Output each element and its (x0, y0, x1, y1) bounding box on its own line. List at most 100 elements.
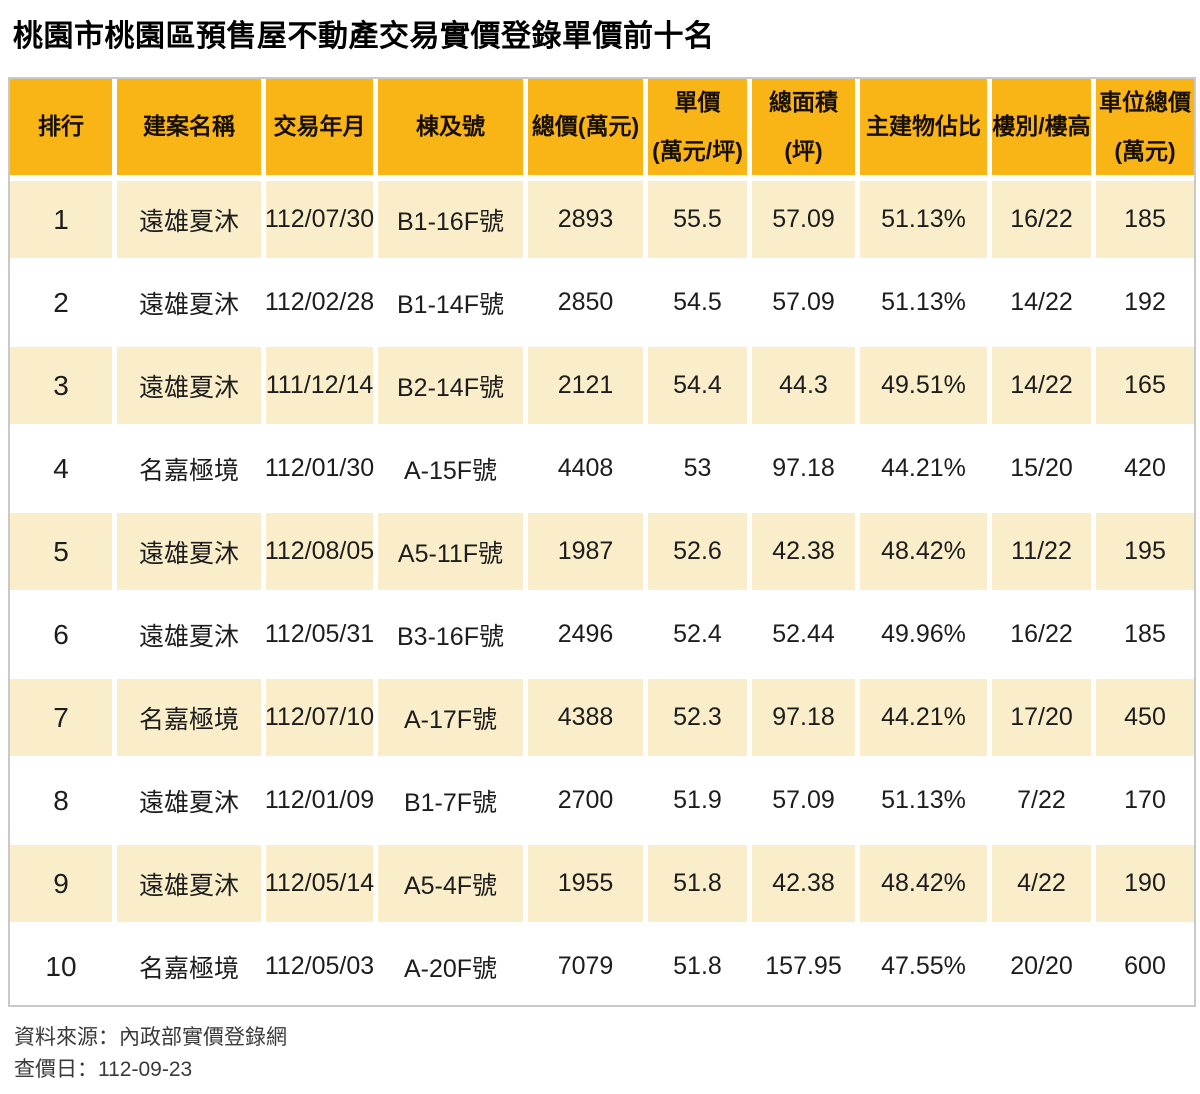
cell-row7-transaction-date: 112/07/10 (265, 679, 374, 756)
top10-price-table: 排行 建案名稱 交易年月 棟及號 總價(萬元) 單價 (萬元/坪) 總面積 (坪) 主建物佔比… (8, 77, 1196, 1007)
cell-row6-parking-total-price: 185 (1096, 596, 1194, 673)
column-header-unit-price: 單價 (萬元/坪) (648, 79, 747, 175)
cell-row9-floor-level: 4/22 (992, 845, 1091, 922)
cell-row2-main-building-ratio: 51.13% (860, 264, 987, 341)
cell-row4-unit-price: 53 (648, 430, 747, 507)
cell-row3-project-name: 遠雄夏沐 (117, 347, 261, 424)
cell-row4-parking-total-price: 420 (1096, 430, 1194, 507)
cell-row6-total-area: 52.44 (752, 596, 855, 673)
cell-row10-unit-price: 51.8 (648, 928, 747, 1005)
column-header-total-price: 總價(萬元) (528, 79, 643, 175)
cell-row8-project-name: 遠雄夏沐 (117, 762, 261, 839)
cell-row8-parking-total-price: 170 (1096, 762, 1194, 839)
cell-row2-total-area: 57.09 (752, 264, 855, 341)
cell-row8-floor-level: 7/22 (992, 762, 1091, 839)
cell-row4-project-name: 名嘉極境 (117, 430, 261, 507)
cell-row4-floor-level: 15/20 (992, 430, 1091, 507)
cell-row9-parking-total-price: 190 (1096, 845, 1194, 922)
cell-row4-rank: 4 (10, 430, 112, 507)
cell-row5-unit-price: 52.6 (648, 513, 747, 590)
cell-row8-transaction-date: 112/01/09 (265, 762, 374, 839)
cell-row10-rank: 10 (10, 928, 112, 1005)
cell-row4-main-building-ratio: 44.21% (860, 430, 987, 507)
cell-row1-floor-level: 16/22 (992, 181, 1091, 258)
cell-row2-floor-level: 14/22 (992, 264, 1091, 341)
cell-row8-unit-price: 51.9 (648, 762, 747, 839)
cell-row5-building-unit: A5-11F號 (378, 513, 523, 590)
cell-row1-total-area: 57.09 (752, 181, 855, 258)
cell-row8-total-price: 2700 (528, 762, 643, 839)
column-header-transaction-date: 交易年月 (266, 79, 373, 175)
page-title: 桃園市桃園區預售屋不動產交易實價登錄單價前十名 (13, 20, 715, 53)
cell-row5-transaction-date: 112/08/05 (265, 513, 374, 590)
cell-row6-building-unit: B3-16F號 (378, 596, 523, 673)
cell-row2-total-price: 2850 (528, 264, 643, 341)
cell-row3-floor-level: 14/22 (992, 347, 1091, 424)
cell-row5-project-name: 遠雄夏沐 (117, 513, 261, 590)
cell-row4-transaction-date: 112/01/30 (265, 430, 374, 507)
cell-row3-main-building-ratio: 49.51% (860, 347, 987, 424)
cell-row3-parking-total-price: 165 (1096, 347, 1194, 424)
cell-row1-parking-total-price: 185 (1096, 181, 1194, 258)
cell-row10-parking-total-price: 600 (1096, 928, 1194, 1005)
cell-row6-unit-price: 52.4 (648, 596, 747, 673)
column-header-building-unit: 棟及號 (378, 79, 523, 175)
cell-row5-total-area: 42.38 (752, 513, 855, 590)
cell-row5-parking-total-price: 195 (1096, 513, 1194, 590)
cell-row3-unit-price: 54.4 (648, 347, 747, 424)
cell-row9-project-name: 遠雄夏沐 (117, 845, 261, 922)
cell-row9-unit-price: 51.8 (648, 845, 747, 922)
cell-row3-transaction-date: 111/12/14 (266, 347, 373, 424)
cell-row2-transaction-date: 112/02/28 (265, 264, 374, 341)
cell-row10-total-area: 157.95 (752, 928, 855, 1005)
cell-row1-transaction-date: 112/07/30 (265, 181, 374, 258)
cell-row4-building-unit: A-15F號 (378, 430, 523, 507)
cell-row6-transaction-date: 112/05/31 (265, 596, 374, 673)
cell-row2-rank: 2 (10, 264, 112, 341)
cell-row9-rank: 9 (10, 845, 112, 922)
cell-row8-building-unit: B1-7F號 (378, 762, 523, 839)
cell-row3-total-price: 2121 (528, 347, 643, 424)
cell-row7-floor-level: 17/20 (992, 679, 1091, 756)
cell-row3-rank: 3 (10, 347, 112, 424)
cell-row2-project-name: 遠雄夏沐 (117, 264, 261, 341)
cell-row7-total-area: 97.18 (752, 679, 855, 756)
column-header-project-name: 建案名稱 (117, 79, 261, 175)
cell-row1-building-unit: B1-16F號 (378, 181, 523, 258)
cell-row2-parking-total-price: 192 (1096, 264, 1194, 341)
column-header-main-building-ratio: 主建物佔比 (860, 79, 987, 175)
cell-row10-transaction-date: 112/05/03 (265, 928, 374, 1005)
footer: 資料來源：內政部實價登錄網 查價日：112-09-23 (0, 1007, 1200, 1085)
cell-row2-building-unit: B1-14F號 (378, 264, 523, 341)
cell-row9-total-price: 1955 (528, 845, 643, 922)
cell-row6-project-name: 遠雄夏沐 (117, 596, 261, 673)
cell-row6-floor-level: 16/22 (992, 596, 1091, 673)
cell-row3-building-unit: B2-14F號 (378, 347, 523, 424)
cell-row6-rank: 6 (10, 596, 112, 673)
cell-row5-rank: 5 (10, 513, 112, 590)
column-header-floor-level: 樓別/樓高 (992, 79, 1091, 175)
column-header-total-area: 總面積 (坪) (752, 79, 855, 175)
cell-row1-total-price: 2893 (528, 181, 643, 258)
cell-row6-main-building-ratio: 49.96% (860, 596, 987, 673)
cell-row7-project-name: 名嘉極境 (117, 679, 261, 756)
cell-row7-parking-total-price: 450 (1096, 679, 1194, 756)
cell-row7-building-unit: A-17F號 (378, 679, 523, 756)
cell-row4-total-price: 4408 (528, 430, 643, 507)
cell-row9-transaction-date: 112/05/14 (265, 845, 374, 922)
cell-row1-main-building-ratio: 51.13% (860, 181, 987, 258)
cell-row1-project-name: 遠雄夏沐 (117, 181, 261, 258)
cell-row7-main-building-ratio: 44.21% (860, 679, 987, 756)
data-source-note: 資料來源：內政部實價登錄網 (14, 1026, 287, 1049)
cell-row9-building-unit: A5-4F號 (378, 845, 523, 922)
cell-row4-total-area: 97.18 (752, 430, 855, 507)
cell-row5-main-building-ratio: 48.42% (860, 513, 987, 590)
cell-row1-rank: 1 (10, 181, 112, 258)
cell-row5-total-price: 1987 (528, 513, 643, 590)
table-grid: 排行 建案名稱 交易年月 棟及號 總價(萬元) 單價 (萬元/坪) 總面積 (坪) 主建物佔比… (10, 79, 1194, 1005)
cell-row9-main-building-ratio: 48.42% (860, 845, 987, 922)
cell-row2-unit-price: 54.5 (648, 264, 747, 341)
cell-row7-total-price: 4388 (528, 679, 643, 756)
cell-row8-total-area: 57.09 (752, 762, 855, 839)
